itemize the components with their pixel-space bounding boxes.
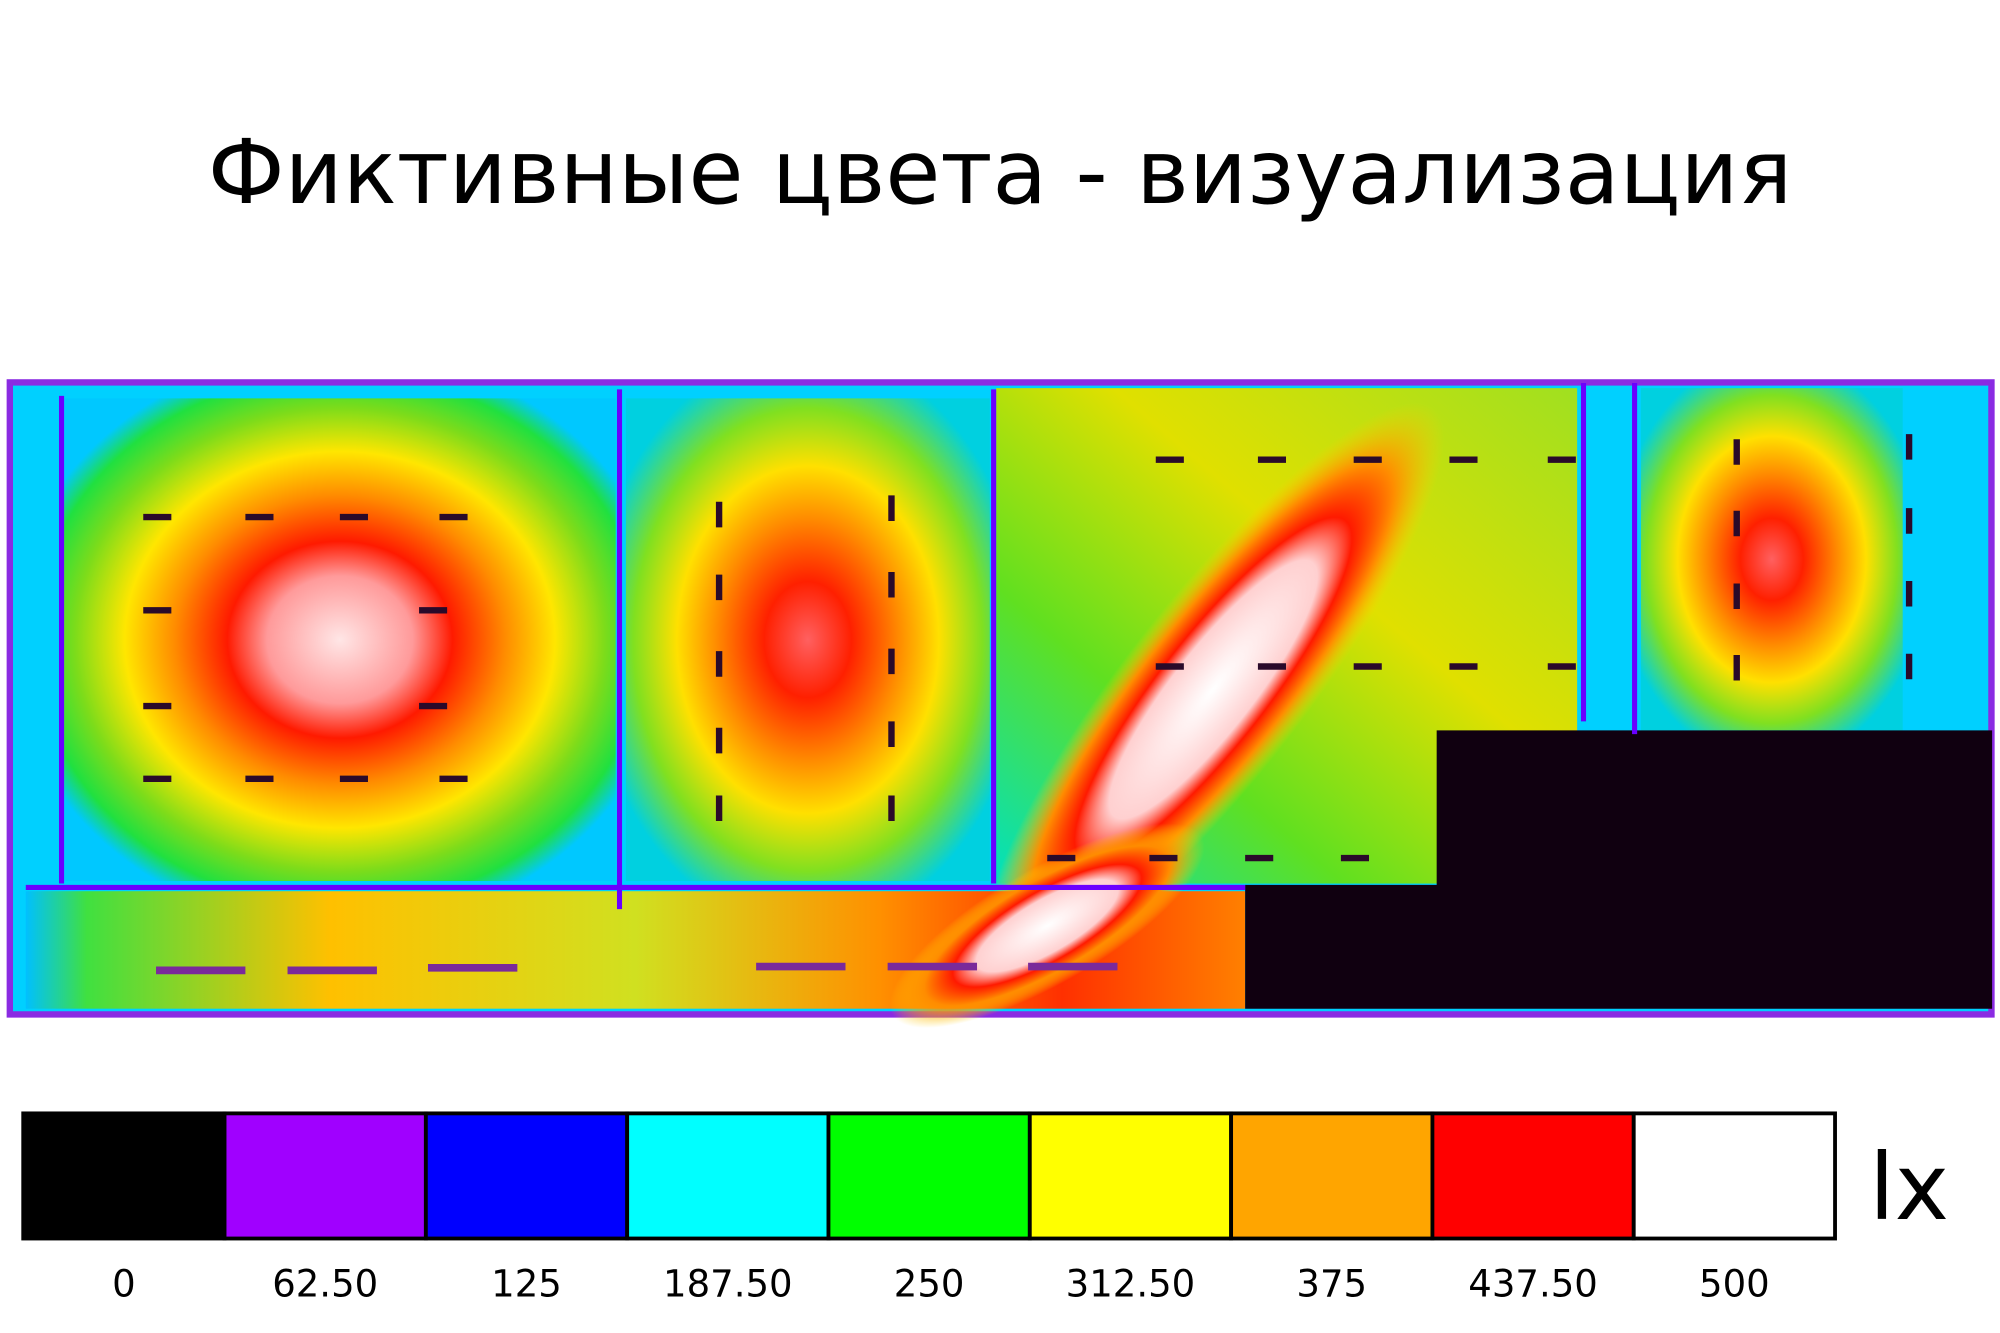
legend-label: 250 [894,1262,965,1305]
legend: 0 62.50 125 187.50 250 312.50 375 437.50 500 [21,1111,1837,1305]
light-streak [982,402,1445,977]
legend-label: 500 [1699,1262,1770,1305]
legend-label: 125 [491,1262,562,1305]
room-4 [1640,388,1903,731]
legend-swatch [222,1111,428,1241]
legend-swatch [1631,1111,1837,1241]
legend-swatch [625,1111,831,1241]
luminaires [143,434,1913,862]
legend-unit: lx [1869,1134,1949,1241]
room-1 [64,398,616,882]
legend-label: 437.50 [1468,1262,1598,1305]
light-streak-2 [889,823,1205,1028]
legend-label: 312.50 [1066,1262,1196,1305]
legend-swatch [21,1111,227,1241]
legend-swatch [1229,1111,1435,1241]
legend-label: 0 [112,1262,136,1305]
legend-swatch [826,1111,1032,1241]
title: Фиктивные цвета - визуализация [208,121,1792,225]
legend-label: 375 [1296,1262,1367,1305]
floor-plan [6,379,1995,1028]
legend-swatch [1430,1111,1636,1241]
room-2 [625,398,990,882]
legend-label: 187.50 [663,1262,793,1305]
legend-swatch [1027,1111,1234,1241]
dark-area [1245,730,1993,1009]
legend-swatch [423,1111,630,1241]
legend-label: 62.50 [272,1262,378,1305]
